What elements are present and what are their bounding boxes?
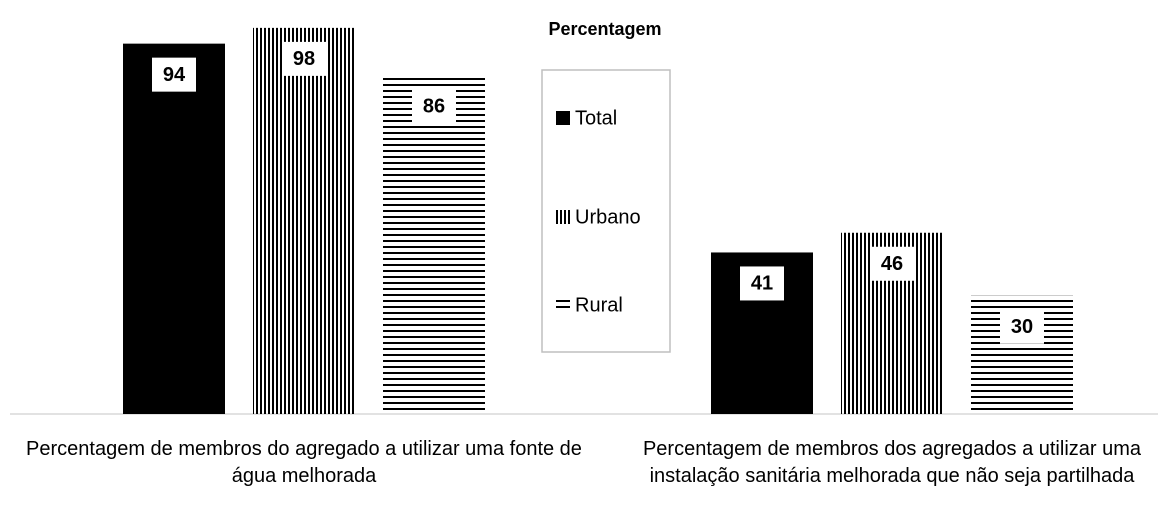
legend-label: Rural — [575, 294, 623, 316]
bar — [253, 27, 355, 414]
value-label-box — [282, 41, 326, 76]
legend-swatch — [556, 111, 570, 125]
legend-swatch — [556, 298, 570, 312]
value-label: 41 — [751, 273, 773, 295]
value-label-box — [412, 89, 456, 124]
value-label: 94 — [163, 64, 186, 86]
value-label: 46 — [881, 253, 903, 275]
bar — [383, 75, 485, 414]
x-tick-label: Percentagem de membros do agregado a uti… — [26, 438, 582, 487]
value-label-box — [1000, 309, 1044, 344]
legend-label: Urbano — [575, 206, 641, 228]
legend-label: Total — [575, 107, 617, 129]
x-tick-label: Percentagem de membros dos agregados a u… — [642, 438, 1142, 487]
value-label: 30 — [1011, 316, 1033, 338]
value-label: 86 — [423, 95, 445, 117]
chart-title: Percentagem — [548, 19, 661, 39]
legend-swatch — [556, 210, 570, 224]
value-label-box — [152, 57, 196, 92]
value-label-box — [740, 266, 784, 301]
bar — [123, 43, 225, 414]
value-label: 98 — [293, 48, 315, 70]
value-label-box — [870, 246, 914, 281]
